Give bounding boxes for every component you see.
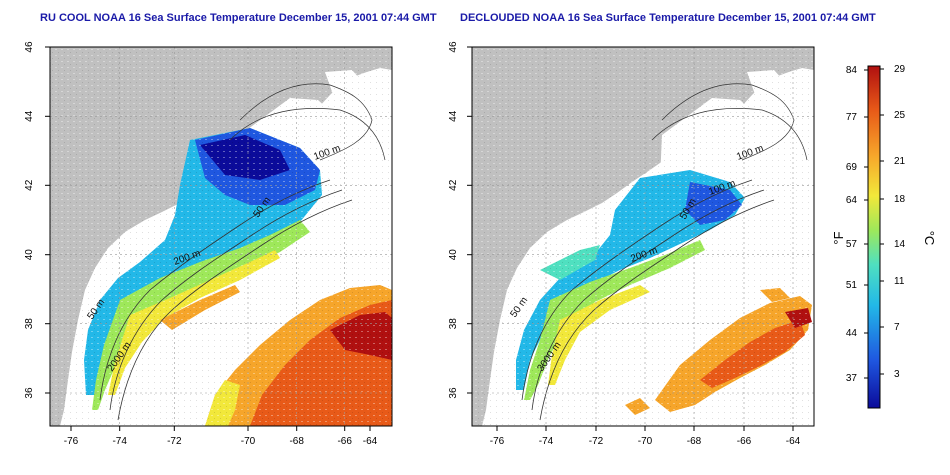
y-tick-label: 38 (448, 318, 459, 330)
panel-2-title: DECLOUDED NOAA 16 Sea Surface Temperatur… (460, 12, 876, 24)
map-frame (471, 46, 815, 427)
x-tick-label: -68 (289, 436, 304, 447)
x-tick-label: -76 (490, 436, 505, 447)
x-tick-label: -68 (687, 436, 702, 447)
colorbar-f-tick: 64 (846, 195, 858, 206)
y-tick-label: 46 (24, 41, 35, 53)
colorbar-f-tick: 51 (846, 280, 858, 291)
x-tick-label: -70 (638, 436, 653, 447)
x-tick-label: -64 (363, 436, 378, 447)
y-tick-label: 42 (448, 179, 459, 191)
x-tick-label: -64 (786, 436, 801, 447)
x-tick-label: -76 (64, 436, 79, 447)
y-tick-label: 46 (448, 41, 459, 53)
x-tick-label: -66 (337, 436, 352, 447)
y-tick-label: 44 (448, 110, 459, 122)
map-frame (49, 46, 393, 427)
colorbar-gradient (867, 65, 881, 409)
x-tick-label: -70 (241, 436, 256, 447)
colorbar-f-tick: 44 (846, 328, 858, 339)
temperature-colorbar: 84 77 69 64 57 51 44 37 29 25 21 18 14 1… (831, 64, 937, 409)
y-tick-label: 40 (448, 249, 459, 261)
colorbar-f-tick: 57 (846, 239, 858, 250)
colorbar-c-tick: 21 (894, 156, 906, 167)
x-tick-label: -74 (539, 436, 554, 447)
colorbar-c-tick: 14 (894, 239, 906, 250)
colorbar-f-tick: 69 (846, 162, 858, 173)
y-tick-label: 36 (24, 387, 35, 399)
panel-1-title: RU COOL NOAA 16 Sea Surface Temperature … (40, 12, 437, 24)
colorbar-c-tick: 7 (894, 322, 900, 333)
colorbar-f-tick: 37 (846, 373, 858, 384)
colorbar-c-tick: 18 (894, 194, 906, 205)
colorbar-c-tick: 11 (894, 276, 905, 287)
colorbar-f-tick: 77 (846, 112, 858, 123)
y-tick-label: 36 (448, 387, 459, 399)
colorbar-c-tick: 29 (894, 64, 906, 75)
x-tick-label: -74 (112, 436, 127, 447)
colorbar-c-tick: 25 (894, 110, 906, 121)
x-tick-label: -72 (589, 436, 604, 447)
y-tick-label: 38 (24, 318, 35, 330)
x-tick-label: -72 (167, 436, 182, 447)
colorbar-c-tick: 3 (894, 369, 900, 380)
map-panel-2: 100 m 100 m 50 m 200 m 50 m 3000 m -76 -… (448, 41, 815, 447)
colorbar-f-tick: 84 (846, 65, 858, 76)
colorbar-celsius-label: °C (922, 231, 937, 246)
y-tick-label: 40 (24, 249, 35, 261)
y-tick-label: 44 (24, 110, 35, 122)
x-tick-label: -66 (737, 436, 752, 447)
colorbar-fahrenheit-label: °F (831, 231, 846, 244)
map-panel-1: 100 m 50 m 200 m 50 m 2000 m -76 -74 -72… (24, 41, 393, 447)
y-tick-label: 42 (24, 179, 35, 191)
